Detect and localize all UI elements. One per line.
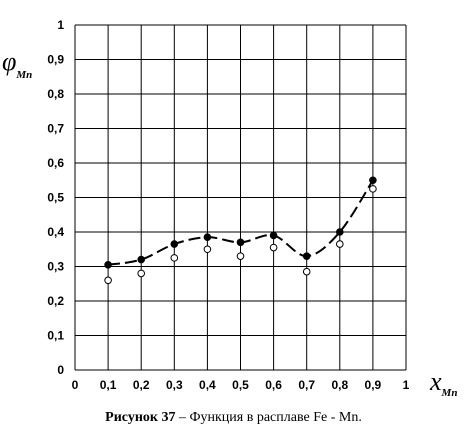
open-data-point <box>269 243 278 252</box>
grid <box>74 24 407 371</box>
y-tick-label: 0,1 <box>47 329 64 343</box>
filled-data-point <box>170 240 179 248</box>
figure-caption: Рисунок 37 – Функция в расплаве Fe - Mn. <box>0 410 467 426</box>
x-tick-label: 0,9 <box>365 378 382 392</box>
y-tick-label: 0 <box>57 363 64 377</box>
open-data-point <box>302 267 311 276</box>
open-data-point <box>236 252 245 260</box>
y-tick-label: 0,6 <box>47 156 64 170</box>
x-tick-label: 0,6 <box>265 378 282 392</box>
filled-data-point <box>137 255 145 264</box>
filled-data-point <box>104 260 112 269</box>
filled-data-point <box>336 228 344 236</box>
x-tick-label: 0,4 <box>199 378 216 392</box>
open-data-point <box>203 245 212 254</box>
x-tick-labels: 0 0,1 0,2 0,3 0,4 0,5 0,6 0,7 0,8 0,9 1 <box>72 378 410 392</box>
y-tick-label: 0,9 <box>47 53 64 67</box>
y-tick-labels: 0 0,1 0,2 0,3 0,4 0,5 0,6 0,7 0,8 0,9 1 <box>47 18 64 377</box>
y-tick-label: 0,3 <box>47 260 64 274</box>
open-data-point <box>369 185 377 193</box>
x-tick-label: 0,2 <box>133 378 150 392</box>
x-tick-label: 0,8 <box>331 378 348 392</box>
y-axis-label: φMn <box>2 47 32 81</box>
filled-data-point <box>269 231 278 240</box>
x-tick-label: 0 <box>72 378 79 392</box>
open-data-point <box>104 276 112 285</box>
caption-text: – Функция в расплаве Fe - Mn. <box>175 410 362 425</box>
x-tick-label: 0,5 <box>232 378 249 392</box>
y-tick-label: 0,8 <box>47 87 64 101</box>
filled-data-point <box>369 176 377 185</box>
filled-data-point <box>302 252 311 260</box>
x-axis-label: xMn <box>429 367 457 399</box>
y-tick-label: 0,4 <box>47 225 64 239</box>
chart: 0 0,1 0,2 0,3 0,4 0,5 0,6 0,7 0,8 0,9 1 0 0,1 0,2 0,3… <box>2 18 457 399</box>
data-points <box>104 176 377 285</box>
x-tick-label: 1 <box>403 378 410 392</box>
x-tick-label: 0,7 <box>298 378 315 392</box>
y-tick-label: 0,2 <box>47 294 64 308</box>
caption-label: Рисунок 37 <box>105 410 176 425</box>
y-tick-label: 0,7 <box>47 122 64 136</box>
x-tick-label: 0,1 <box>100 378 117 392</box>
x-tick-label: 0,3 <box>166 378 183 392</box>
open-data-point <box>336 240 344 248</box>
y-tick-label: 0,5 <box>47 191 64 205</box>
y-tick-label: 1 <box>57 18 64 32</box>
open-data-point <box>137 269 145 278</box>
filled-data-point <box>236 238 245 247</box>
filled-data-point <box>203 233 212 241</box>
open-data-point <box>170 254 179 262</box>
